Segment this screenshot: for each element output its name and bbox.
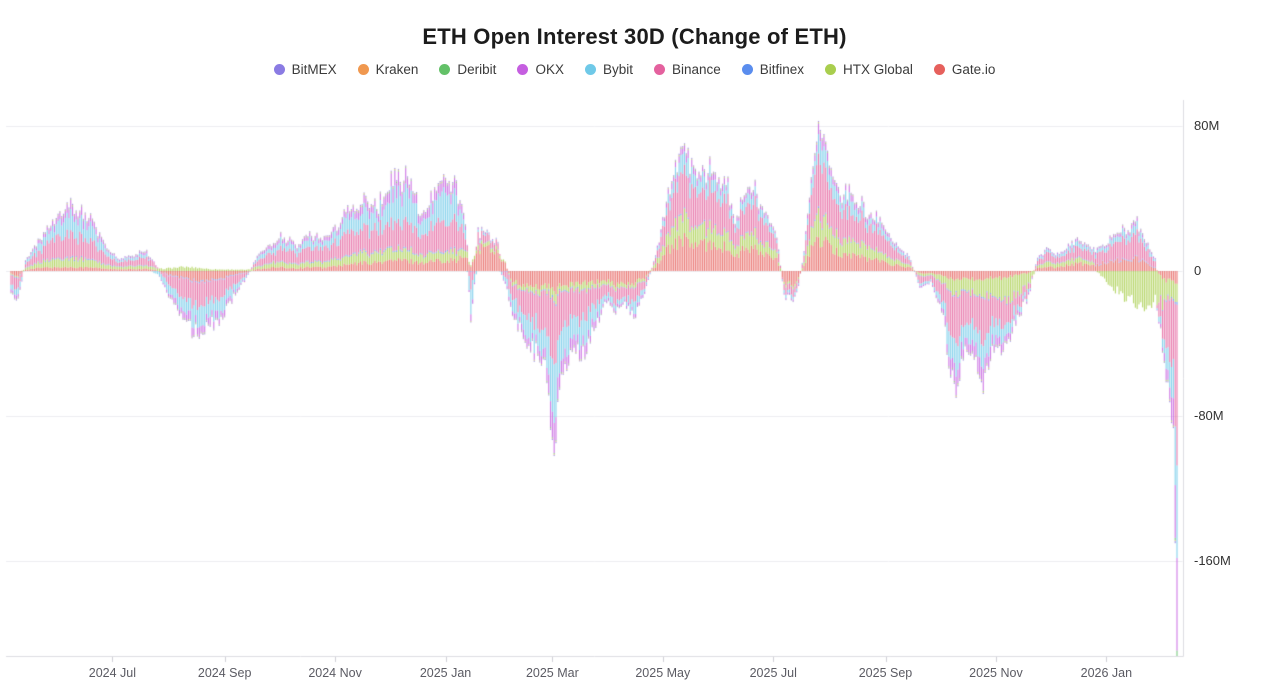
x-axis-tick-label: 2025 Mar (525, 666, 579, 680)
x-axis-tick-label: 2024 Sep (197, 666, 252, 680)
y-axis-tick-label: 0 (1194, 263, 1202, 278)
y-axis-tick-label: -160M (1194, 553, 1231, 569)
x-axis-tick-label: 2026 Jan (1080, 666, 1133, 680)
x-axis-tick-label: 2025 Jan (419, 666, 472, 680)
x-axis-tick-label: 2025 Nov (969, 666, 1023, 680)
y-axis-tick-label: 80M (1194, 117, 1220, 133)
x-axis-tick-label: 2025 May (635, 666, 691, 680)
y-axis-tick-label: -80M (1194, 408, 1224, 424)
x-axis-tick-label: 2024 Jul (88, 666, 137, 680)
x-axis-tick-label: 2025 Sep (858, 666, 913, 680)
x-axis-tick-label: 2024 Nov (308, 666, 362, 680)
x-axis-tick-label: 2025 Jul (749, 666, 797, 680)
